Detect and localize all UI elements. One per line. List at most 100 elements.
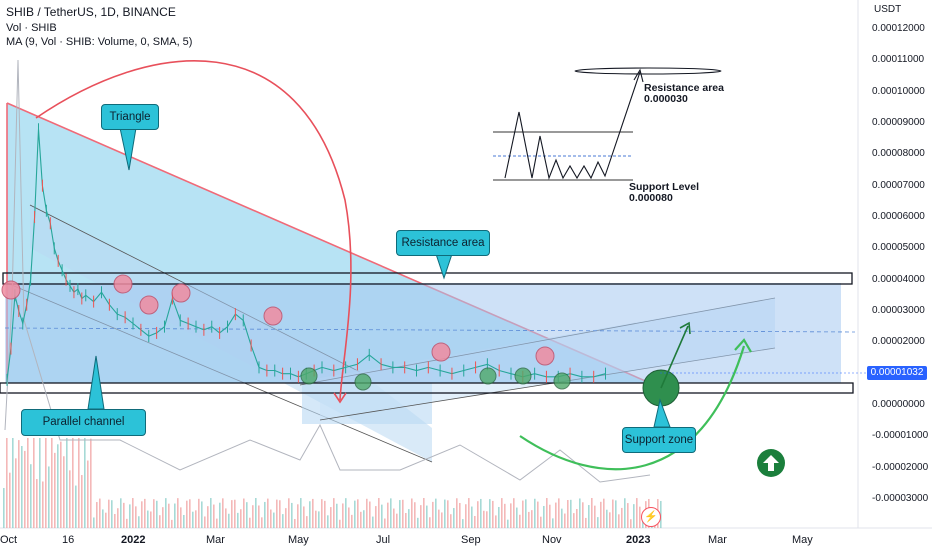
volume-legend[interactable]: Vol · SHIB xyxy=(6,22,57,34)
volume-bar xyxy=(243,498,245,528)
support-touch-circle xyxy=(300,367,318,385)
volume-bar xyxy=(489,499,491,528)
volume-bar xyxy=(114,513,116,528)
volume-bar xyxy=(306,516,308,528)
volume-bar xyxy=(219,502,221,528)
volume-bar xyxy=(426,505,428,528)
parallel-channel-callout[interactable]: Parallel channel xyxy=(21,409,146,436)
volume-bar xyxy=(42,481,44,528)
volume-bar xyxy=(429,517,431,528)
volume-bar xyxy=(258,505,260,528)
volume-bar xyxy=(36,479,38,528)
volume-bar xyxy=(132,498,134,528)
volume-bar xyxy=(414,502,416,528)
volume-bar xyxy=(435,498,437,528)
volume-bar xyxy=(339,519,341,528)
lightning-icon[interactable]: ⚡ xyxy=(641,507,661,527)
volume-bar xyxy=(90,438,92,528)
support-level-value: 0.000080 xyxy=(629,192,673,204)
resistance-zone-box[interactable] xyxy=(2,272,853,285)
volume-bar xyxy=(255,498,257,528)
price-tick-label: 0.00002000 xyxy=(872,336,925,348)
volume-bar xyxy=(612,499,614,528)
current-price-tag: 0.00001032 xyxy=(867,366,927,380)
volume-bar xyxy=(639,506,641,528)
resistance-area-callout[interactable]: Resistance area xyxy=(396,230,490,256)
volume-bar xyxy=(6,438,8,528)
volume-ma-line xyxy=(4,59,651,483)
volume-bar xyxy=(378,498,380,528)
volume-bar xyxy=(537,501,539,528)
volume-bar xyxy=(210,498,212,528)
volume-bar xyxy=(363,510,365,528)
time-tick-label: May xyxy=(792,534,813,546)
support-zone-callout[interactable]: Support zone xyxy=(622,427,696,453)
volume-bar xyxy=(567,500,569,528)
resistance-touch-circle xyxy=(1,280,21,300)
time-tick-label: Oct xyxy=(0,534,18,546)
volume-bar xyxy=(150,511,152,528)
triangle-callout[interactable]: Triangle xyxy=(101,104,159,130)
volume-bar xyxy=(480,498,482,528)
volume-bar xyxy=(420,505,422,528)
volume-bar xyxy=(516,507,518,528)
arrow-up-circle-icon[interactable] xyxy=(757,449,785,477)
curved-arrow-line xyxy=(519,345,746,471)
resistance-area-value: 0.000030 xyxy=(644,93,688,105)
volume-bar xyxy=(543,505,545,528)
time-tick-label: Mar xyxy=(206,534,225,546)
volume-bar xyxy=(288,498,290,528)
price-tick-label: 0.00008000 xyxy=(872,148,925,160)
ma-legend[interactable]: MA (9, Vol · SHIB: Volume, 0, SMA, 5) xyxy=(6,36,193,48)
volume-bar xyxy=(192,511,194,528)
volume-bar xyxy=(432,501,434,528)
volume-bar xyxy=(147,510,149,528)
volume-bar xyxy=(624,498,626,528)
inset-target-ellipse xyxy=(574,67,722,75)
volume-bar xyxy=(597,517,599,528)
volume-bar xyxy=(213,504,215,528)
volume-bar xyxy=(309,501,311,528)
volume-bar xyxy=(477,501,479,528)
volume-bar xyxy=(573,513,575,528)
resistance-area-text: Resistance area 0.000030 xyxy=(644,83,724,105)
volume-bar xyxy=(168,503,170,528)
volume-bar xyxy=(576,509,578,528)
volume-bar xyxy=(195,510,197,528)
price-tick-label: 0.00010000 xyxy=(872,85,925,97)
resistance-callout-pointer xyxy=(435,253,453,280)
volume-bar xyxy=(270,509,272,528)
volume-bar xyxy=(99,498,101,528)
volume-bar xyxy=(54,452,56,528)
volume-bar xyxy=(492,500,494,528)
volume-bar xyxy=(417,517,419,528)
volume-bar xyxy=(228,513,230,528)
volume-bar xyxy=(45,438,47,528)
price-tick-label: 0.00000000 xyxy=(872,399,925,410)
volume-bar xyxy=(180,507,182,528)
volume-bar xyxy=(315,510,317,528)
price-tick-label: 0.00011000 xyxy=(872,54,925,66)
volume-bar xyxy=(216,518,218,528)
volume-bar xyxy=(348,507,350,528)
volume-bar xyxy=(318,511,320,528)
symbol-title[interactable]: SHIB / TetherUS, 1D, BINANCE xyxy=(6,5,176,19)
volume-bar xyxy=(366,498,368,528)
volume-bar xyxy=(276,499,278,528)
volume-bar xyxy=(471,506,473,528)
volume-bar xyxy=(174,503,176,528)
volume-bar xyxy=(75,485,77,528)
volume-bar xyxy=(171,519,173,528)
volume-bar xyxy=(231,500,233,528)
volume-bar xyxy=(486,511,488,528)
volume-bar xyxy=(321,499,323,528)
support-zone-box[interactable] xyxy=(0,382,854,394)
volume-bar xyxy=(357,499,359,528)
volume-bar xyxy=(207,506,209,528)
support-level-text: Support Level 0.000080 xyxy=(629,182,699,204)
resistance-touch-circle xyxy=(431,342,451,362)
volume-bar xyxy=(450,514,452,528)
support-touch-circle xyxy=(514,367,532,385)
volume-bar xyxy=(111,500,113,528)
